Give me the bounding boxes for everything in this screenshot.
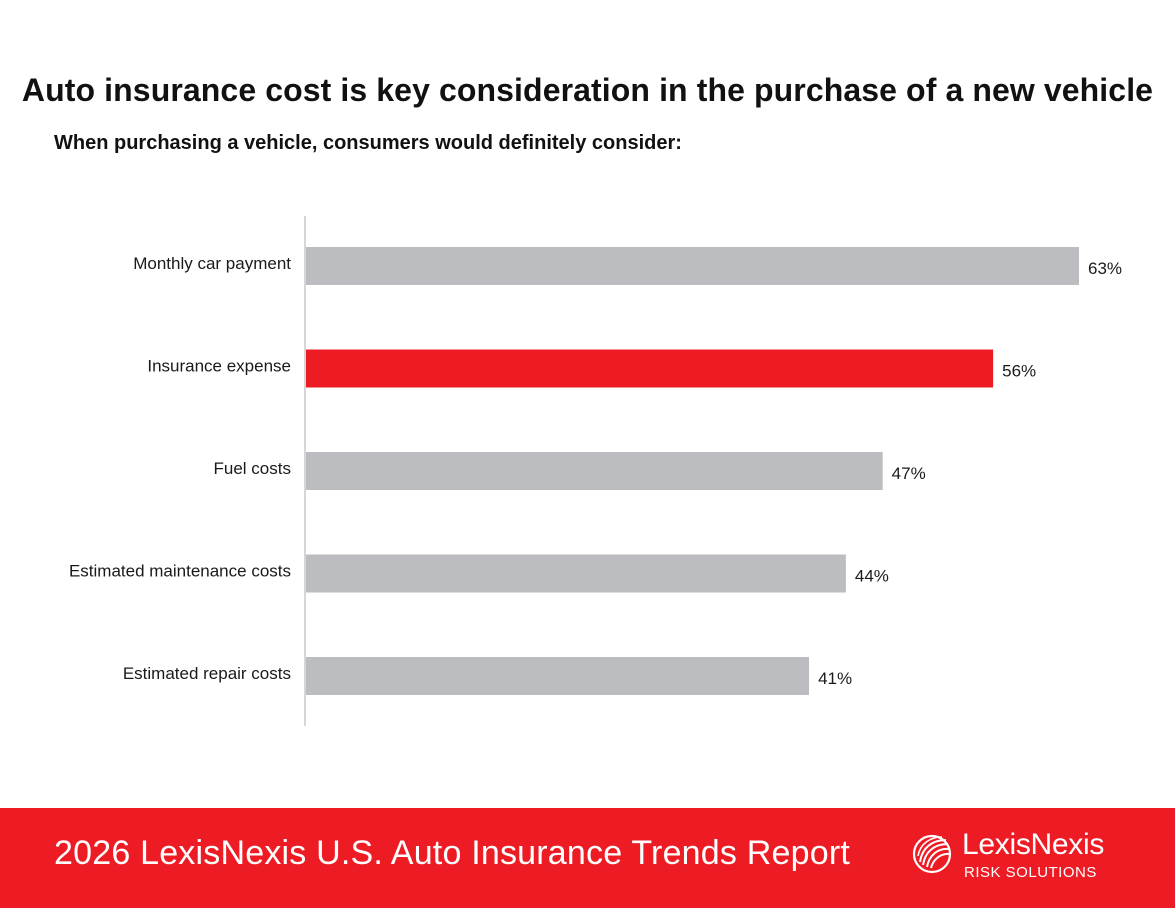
value-label: 63% [1088,259,1122,278]
bar [306,452,883,490]
chart-subtitle: When purchasing a vehicle, consumers wou… [54,132,682,154]
logo-name: LexisNexis [962,828,1105,861]
footer-report-title: 2026 LexisNexis U.S. Auto Insurance Tren… [54,834,851,872]
category-label: Fuel costs [214,459,291,478]
category-label: Insurance expense [147,357,291,376]
category-label: Estimated repair costs [123,664,291,683]
bar [306,554,846,593]
value-label: 44% [855,567,889,586]
bar [306,349,994,388]
value-label: 41% [818,669,852,688]
value-label: 56% [1002,362,1036,381]
lexisnexis-logo: LexisNexis RISK SOLUTIONS [910,826,1120,896]
value-label: 47% [892,464,926,483]
category-label: Estimated maintenance costs [69,562,291,581]
bar-chart: Monthly car payment 63% Insurance expense 5… [69,216,1122,726]
logo-subtitle: RISK SOLUTIONS [964,864,1097,881]
footer-banner: 2026 LexisNexis U.S. Auto Insurance Tren… [0,808,1175,908]
category-label: Monthly car payment [133,254,291,273]
chart-title: Auto insurance cost is key consideration… [21,72,1154,108]
bar [306,657,810,695]
lexisnexis-logo-icon [912,834,952,874]
bar [306,247,1079,285]
